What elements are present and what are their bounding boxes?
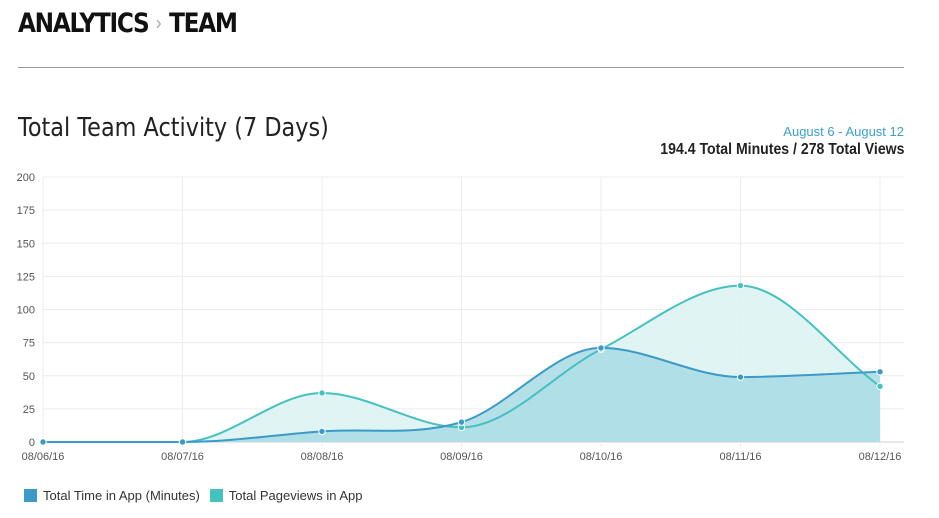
point-time [457,418,466,426]
breadcrumb-team: TEAM [169,7,238,39]
point-time [318,427,326,436]
y-tick-label: 25 [23,404,35,416]
x-tick-label: 08/09/16 [440,451,483,463]
x-tick-label: 08/07/16 [161,451,204,463]
x-tick-label: 08/12/16 [859,451,902,463]
legend-label-pageviews: Total Pageviews in App [228,488,363,503]
area-time [43,347,880,442]
point-pageviews [876,382,884,391]
point-time [876,368,884,376]
point-pageviews [318,389,326,397]
chart-legend: Total Time in App (Minutes) Total Pagevi… [24,488,373,503]
x-tick-label: 08/08/16 [301,451,344,463]
breadcrumb-analytics[interactable]: ANALYTICS [18,7,150,39]
y-tick-label: 50 [23,371,35,383]
divider [18,67,904,68]
y-tick-label: 200 [17,172,35,184]
activity-chart: 0 25 50 75 100 125 150 175 200 08/06/16 08/07/16 08… [17,172,904,463]
legend-swatch-pageviews [209,489,223,502]
point-time [39,438,47,446]
y-tick-label: 150 [17,238,35,250]
x-tick-label: 08/10/16 [580,451,623,463]
chevron-right-icon: › [155,11,163,35]
y-tick-label: 125 [17,271,35,283]
y-tick-label: 175 [17,205,35,217]
point-pageviews [736,281,745,290]
legend-item-time[interactable]: Total Time in App (Minutes) [24,488,200,503]
legend-swatch-time [24,489,37,502]
y-tick-label: 100 [17,305,35,317]
chart-title: Total Team Activity (7 Days) [18,113,329,143]
legend-label-time: Total Time in App (Minutes) [43,488,200,503]
y-tick-label: 75 [23,338,35,350]
legend-item-pageviews[interactable]: Total Pageviews in App [209,488,363,503]
x-tick-label: 08/06/16 [22,451,65,463]
breadcrumb: ANALYTICS › TEAM [18,6,238,40]
point-time [736,373,745,381]
point-time [178,438,187,446]
totals-summary: 194.4 Total Minutes / 278 Total Views [659,141,904,158]
point-time [597,344,605,352]
y-tick-label: 0 [29,437,35,449]
x-tick-label: 08/11/16 [719,451,761,463]
date-range: August 6 - August 12 [783,124,904,139]
